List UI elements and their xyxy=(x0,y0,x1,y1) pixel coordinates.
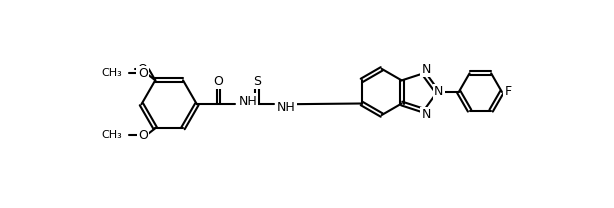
Text: O: O xyxy=(138,67,148,80)
Text: NH: NH xyxy=(238,95,257,108)
Text: N: N xyxy=(421,63,430,76)
Text: CH₃: CH₃ xyxy=(101,68,122,78)
Text: O: O xyxy=(214,75,223,88)
Text: N: N xyxy=(421,108,430,121)
Text: CH₃: CH₃ xyxy=(101,130,122,140)
Text: S: S xyxy=(253,75,261,88)
Text: F: F xyxy=(505,85,511,98)
Text: N: N xyxy=(434,85,443,98)
Text: NH: NH xyxy=(277,101,296,114)
Text: O: O xyxy=(138,63,147,76)
Text: O: O xyxy=(138,129,148,142)
